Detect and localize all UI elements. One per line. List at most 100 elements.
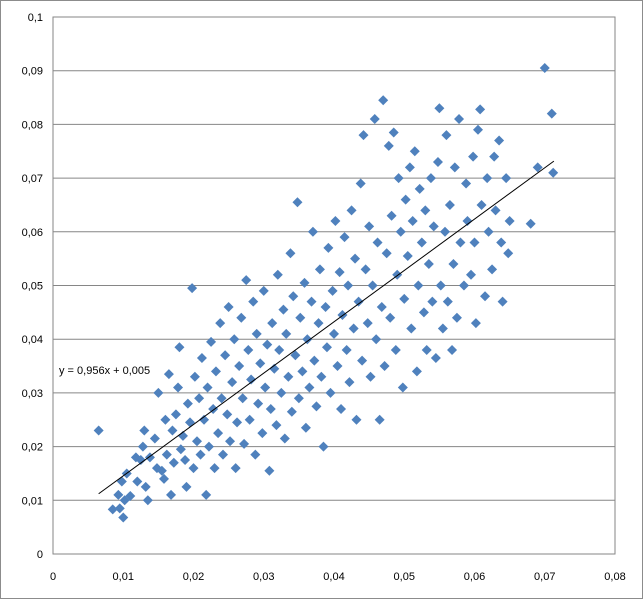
data-point <box>271 420 282 431</box>
data-point <box>189 371 200 382</box>
data-point <box>404 162 415 173</box>
data-point <box>428 221 439 232</box>
data-point <box>153 387 164 398</box>
data-point <box>187 283 198 294</box>
data-point <box>316 371 327 382</box>
x-tick-label: 0,01 <box>113 571 134 583</box>
data-point <box>376 301 387 312</box>
data-point <box>442 296 453 307</box>
data-point <box>532 162 543 173</box>
data-point <box>264 465 275 476</box>
data-point <box>425 173 436 184</box>
data-point <box>407 216 418 227</box>
data-point <box>539 63 550 74</box>
data-point <box>160 414 171 425</box>
data-point <box>501 173 512 184</box>
data-point <box>323 242 334 253</box>
data-point <box>311 401 322 412</box>
data-point <box>293 393 304 404</box>
data-point <box>336 404 347 415</box>
data-point <box>290 350 301 361</box>
data-point <box>473 124 484 135</box>
data-point <box>358 130 369 141</box>
data-point <box>166 489 177 500</box>
data-point <box>339 232 350 243</box>
data-point <box>378 95 389 106</box>
data-point <box>470 318 481 329</box>
data-point <box>168 457 179 468</box>
data-point <box>365 371 376 382</box>
data-point <box>455 237 466 248</box>
data-point <box>188 463 199 474</box>
data-point <box>244 414 255 425</box>
trendline-equation: y = 0,956x + 0,005 <box>59 365 150 377</box>
data-point <box>202 382 213 393</box>
data-point <box>269 363 280 374</box>
data-point <box>132 476 143 487</box>
data-point <box>255 358 266 369</box>
data-point <box>348 323 359 334</box>
data-point <box>236 312 247 323</box>
data-point <box>494 135 505 146</box>
data-point <box>427 296 438 307</box>
data-point <box>341 344 352 355</box>
data-point <box>114 503 125 514</box>
data-point <box>504 216 515 227</box>
data-point <box>149 433 160 444</box>
data-point <box>304 382 315 393</box>
y-tick-label: 0,09 <box>22 66 43 78</box>
data-point <box>441 130 452 141</box>
data-point <box>546 108 557 119</box>
data-point <box>163 369 174 380</box>
x-tick-label: 0,08 <box>604 571 625 583</box>
x-tick-label: 0,07 <box>534 571 555 583</box>
data-point <box>374 414 385 425</box>
data-point <box>475 104 486 115</box>
data-point <box>227 377 238 388</box>
data-point <box>432 156 443 167</box>
data-point <box>174 342 185 353</box>
data-point <box>243 344 254 355</box>
data-point <box>209 463 220 474</box>
data-point <box>350 253 361 264</box>
data-point <box>480 291 491 302</box>
x-tick-label: 0,03 <box>253 571 274 583</box>
data-point <box>395 226 406 237</box>
data-point <box>300 422 311 433</box>
data-point <box>465 269 476 280</box>
data-point <box>210 366 221 377</box>
data-point <box>414 183 425 194</box>
data-point <box>548 167 559 178</box>
data-point <box>371 334 382 345</box>
data-point <box>406 323 417 334</box>
data-point <box>435 280 446 291</box>
data-point <box>383 140 394 151</box>
data-point <box>381 248 392 259</box>
data-point <box>276 387 287 398</box>
data-point <box>476 199 487 210</box>
data-point <box>448 259 459 270</box>
data-point <box>490 205 501 216</box>
data-point <box>469 237 480 248</box>
data-point <box>272 269 283 280</box>
data-point <box>260 382 271 393</box>
data-point <box>137 441 148 452</box>
data-point <box>525 218 536 229</box>
data-point <box>257 428 268 439</box>
data-point <box>167 425 178 436</box>
data-point <box>248 296 259 307</box>
data-point <box>397 382 408 393</box>
data-point <box>251 328 262 339</box>
data-point <box>286 406 297 417</box>
data-point <box>360 264 371 275</box>
y-tick-label: 0,08 <box>22 119 43 131</box>
y-tick-label: 0,07 <box>22 173 43 185</box>
data-point <box>118 512 129 523</box>
data-point <box>386 210 397 221</box>
data-point <box>496 237 507 248</box>
data-point <box>250 449 261 460</box>
data-point <box>274 344 285 355</box>
y-tick-label: 0,04 <box>22 334 43 346</box>
data-point <box>140 481 151 492</box>
data-point <box>418 307 429 318</box>
